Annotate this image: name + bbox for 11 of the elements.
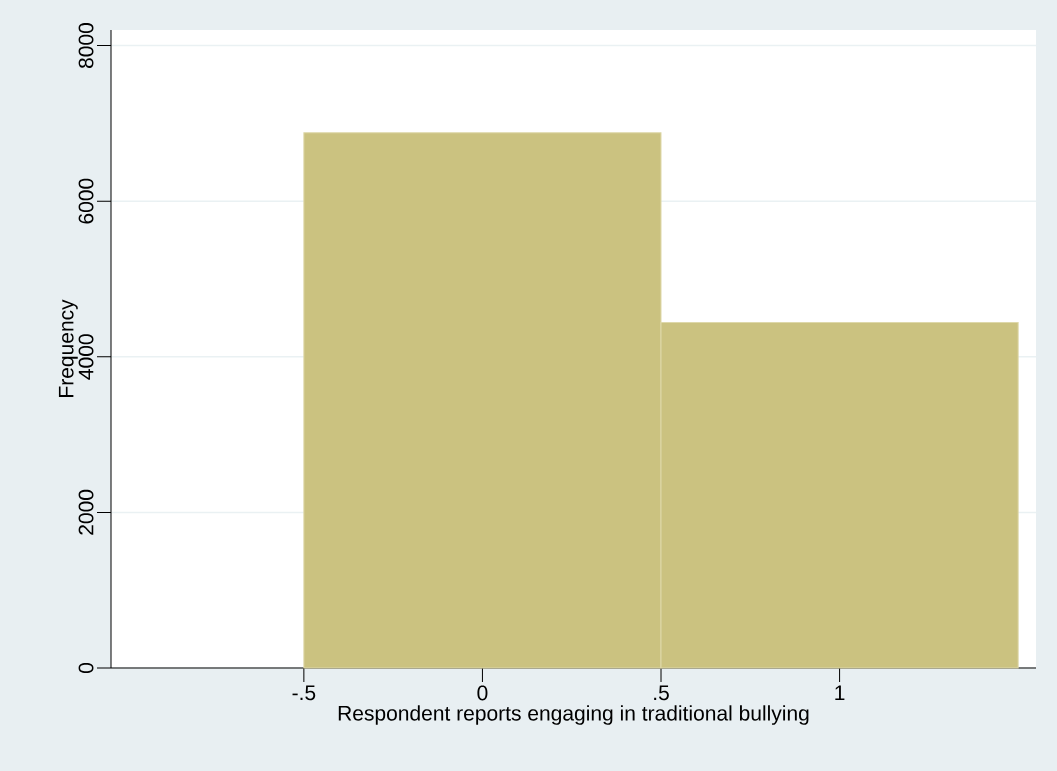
- y-tick-label: 2000: [78, 489, 94, 535]
- x-tick-label: 1: [835, 685, 845, 700]
- x-tick-label: 0: [477, 685, 488, 701]
- x-tick-label: -.5: [292, 685, 316, 701]
- x-tick-label: .5: [654, 685, 669, 701]
- y-tick-label: 0: [78, 662, 94, 674]
- y-tick-label: 8000: [78, 23, 94, 68]
- y-axis-title: Frequency: [58, 299, 78, 397]
- y-tick-label: 4000: [78, 334, 94, 380]
- x-axis-title: Respondent reports engaging in traditional bullying: [338, 705, 809, 725]
- y-tick-label: 6000: [78, 178, 94, 224]
